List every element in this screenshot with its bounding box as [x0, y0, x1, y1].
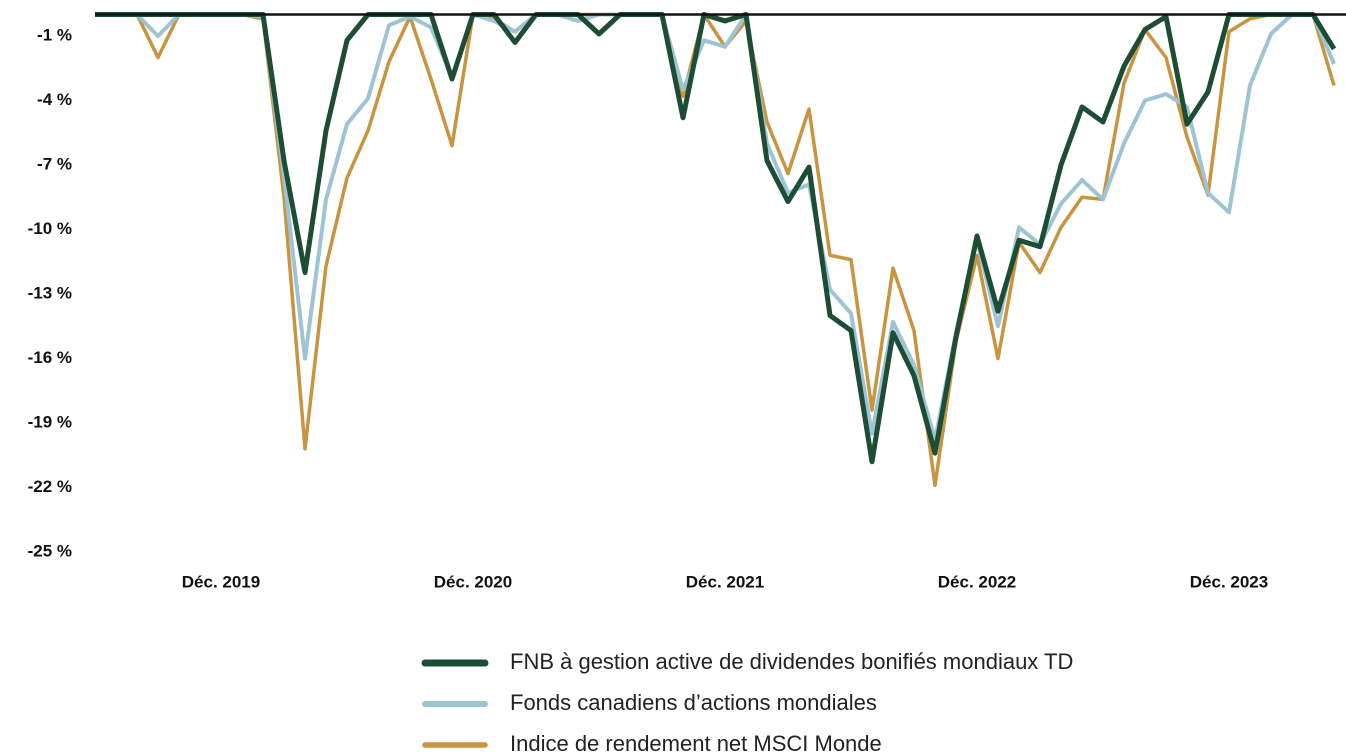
- series-line: [95, 12, 1336, 488]
- legend-label: FNB à gestion active de dividendes bonif…: [510, 649, 1073, 674]
- x-tick-label: Déc. 2019: [182, 572, 260, 591]
- x-tick-label: Déc. 2020: [434, 572, 512, 591]
- y-tick-label: -22 %: [28, 477, 72, 496]
- x-tick-label: Déc. 2023: [1190, 572, 1268, 591]
- x-tick-label: Déc. 2022: [938, 572, 1016, 591]
- y-tick-label: -16 %: [28, 348, 72, 367]
- series-line: [95, 12, 1337, 465]
- x-tick-label: Déc. 2021: [686, 572, 764, 591]
- y-tick-label: -13 %: [28, 283, 72, 302]
- y-tick-label: -1 %: [37, 25, 72, 44]
- legend-label: Fonds canadiens d’actions mondiales: [510, 690, 877, 715]
- y-tick-label: -4 %: [37, 90, 72, 109]
- y-tick-label: -10 %: [28, 219, 72, 238]
- y-tick-label: -25 %: [28, 541, 72, 560]
- series-line: [95, 12, 1336, 443]
- y-tick-label: -19 %: [28, 412, 72, 431]
- y-tick-label: -7 %: [37, 154, 72, 173]
- legend-label: Indice de rendement net MSCI Monde: [510, 731, 882, 753]
